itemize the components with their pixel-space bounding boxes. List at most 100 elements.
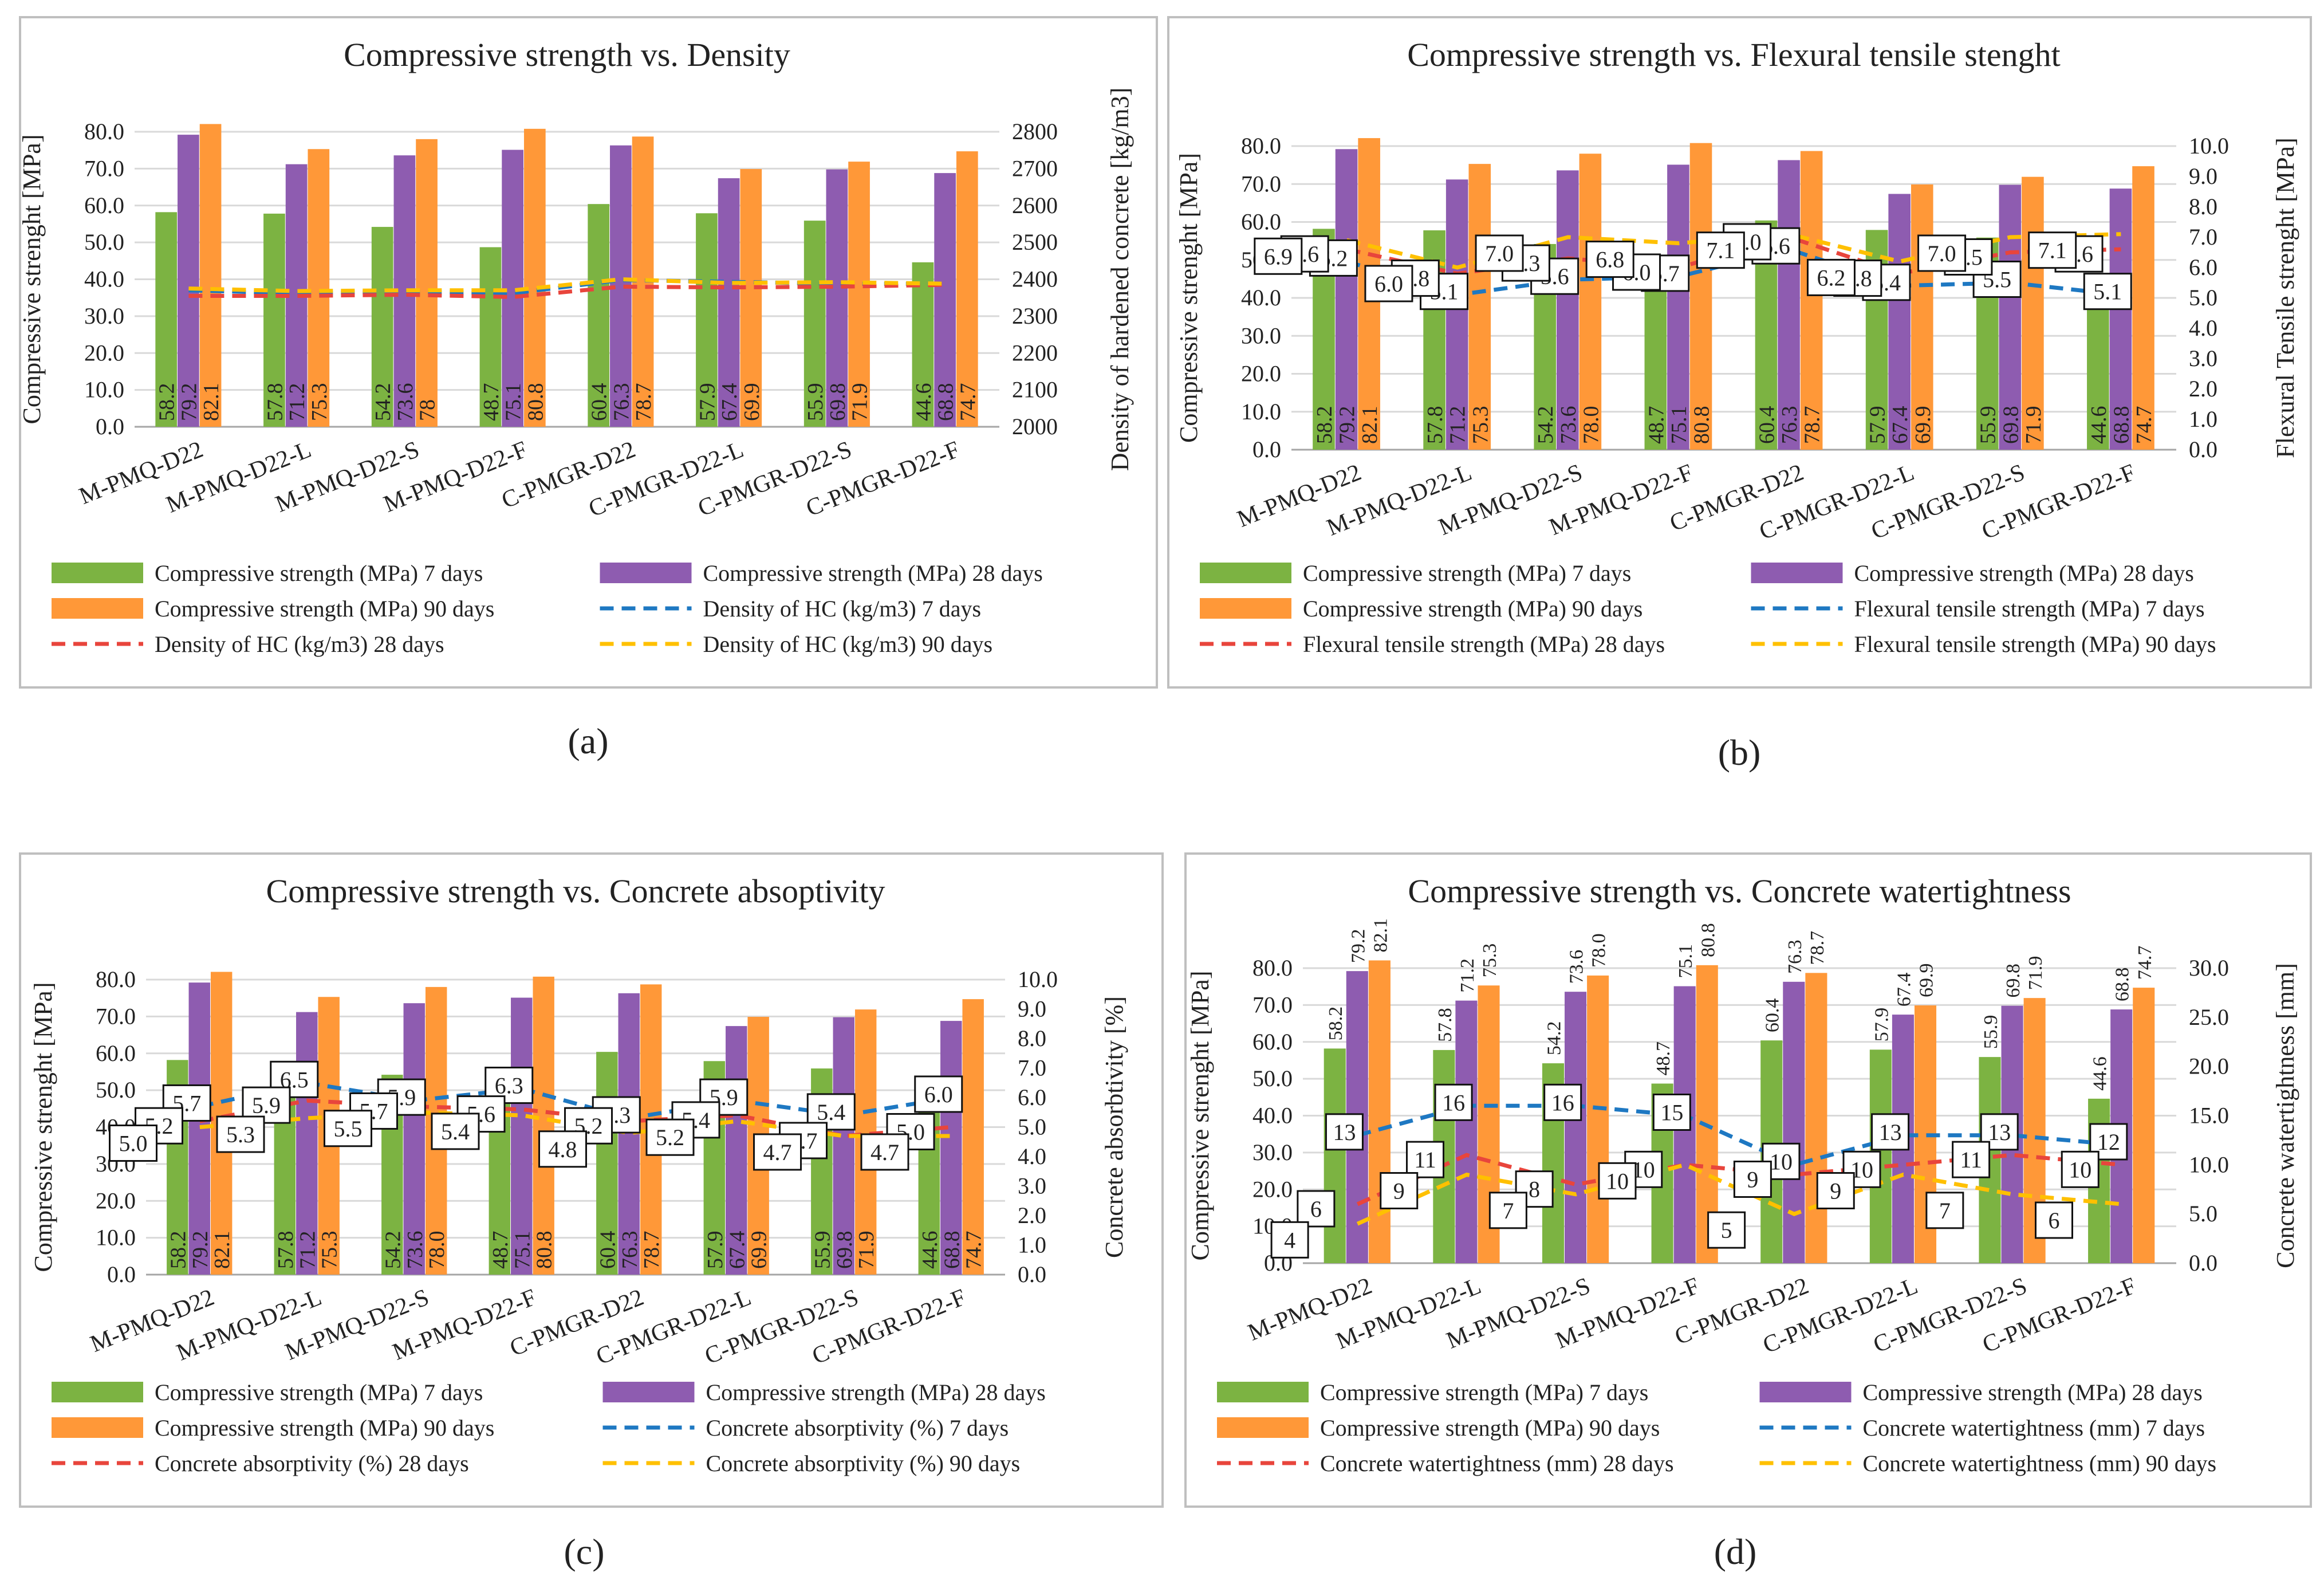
bar-value-label: 79.2 <box>188 1231 212 1269</box>
bar-value-label: 76.3 <box>618 1231 642 1269</box>
bar <box>696 213 718 427</box>
y2-tick-label: 8.0 <box>2189 194 2217 219</box>
y2-tick-label: 7.0 <box>1018 1055 1046 1081</box>
line-value-box <box>753 1133 802 1171</box>
y2-tick-label: 10.0 <box>1018 966 1058 992</box>
bar-value-label: 57.8 <box>263 383 287 422</box>
y2-tick-label: 6.0 <box>1018 1084 1046 1110</box>
bar-value-label: 75.3 <box>318 1231 342 1269</box>
y2-tick-label: 9.0 <box>2189 163 2217 189</box>
legend-label: Concrete watertightness (mm) 90 days <box>1863 1450 2217 1476</box>
line-value-label: 8 <box>1529 1177 1540 1202</box>
y-tick-label: 80.0 <box>96 966 136 992</box>
line-value-box <box>2061 1150 2100 1188</box>
bar <box>740 169 762 427</box>
panel-caption: (c) <box>564 1531 604 1572</box>
bar <box>2133 988 2155 1263</box>
bar-value-label: 58.2 <box>1325 1007 1346 1041</box>
line-value-box <box>216 1115 265 1153</box>
bar-value-label: 75.1 <box>1667 406 1691 445</box>
line-value-labels: 6.25.15.6 5.76.65.4 5.5 5.16.65.86.3 6.07.05… <box>1254 223 2132 310</box>
legend-label: Compressive strength (MPa) 90 days <box>1303 596 1642 622</box>
y2-tick-label: 5.0 <box>1018 1114 1046 1140</box>
y2-tick-label: 5.0 <box>2189 1201 2217 1227</box>
legend-label: Compressive strength (MPa) 28 days <box>1854 560 2194 586</box>
line-value-box <box>1364 265 1413 302</box>
line-value-label: 16 <box>1442 1090 1465 1115</box>
bar-value-label: 48.7 <box>1644 406 1668 445</box>
legend-label: Compressive strength (MPa) 28 days <box>706 1379 1046 1405</box>
bar-value-label: 78 <box>416 399 440 421</box>
bar <box>1888 194 1911 450</box>
legend-label: Compressive strength (MPa) 28 days <box>703 560 1043 586</box>
legend-swatch-bar <box>52 598 143 619</box>
legend-label: Density of HC (kg/m3) 90 days <box>703 631 993 657</box>
panels: Compressive strength vs. Density 0.0 10.0 2… <box>18 16 2312 1572</box>
line-value-box <box>2028 231 2077 269</box>
legend-swatch-bar <box>52 1382 143 1402</box>
legend-label: Compressive strength (MPa) 90 days <box>155 1415 494 1441</box>
y2-tick-label: 8.0 <box>1018 1025 1046 1051</box>
bar <box>833 1017 854 1275</box>
line-value-label: 9 <box>1393 1178 1405 1204</box>
line-value-box <box>109 1125 157 1162</box>
bar-value-label: 57.9 <box>703 1231 727 1269</box>
bar <box>533 976 554 1275</box>
y-axis-title: Compressive strenght [MPa] <box>18 135 46 424</box>
bar-value-label: 55.9 <box>803 383 828 422</box>
y-tick-label: 60.0 <box>96 1040 136 1066</box>
bar-value-label: 75.1 <box>502 383 526 422</box>
bar <box>1445 179 1468 450</box>
bar <box>416 139 438 427</box>
y-tick-label: 80.0 <box>1241 133 1281 159</box>
bar-value-label: 54.2 <box>1534 406 1558 445</box>
legend-label: Flexural tensile strength (MPa) 90 days <box>1854 631 2216 657</box>
bar <box>155 212 178 427</box>
y-tick-label: 20.0 <box>96 1188 136 1213</box>
legend: Compressive strength (MPa) 7 days Compres… <box>52 1379 1046 1476</box>
bar <box>588 204 610 427</box>
bar-value-label: 71.2 <box>1446 406 1470 445</box>
bar-value-label: 48.7 <box>1653 1041 1674 1076</box>
y-tick-label: 0.0 <box>1252 437 1281 462</box>
legend: Compressive strength (MPa) 7 days Compres… <box>1200 560 2216 657</box>
line-value-box <box>645 1118 695 1156</box>
line-value-box <box>162 1084 211 1122</box>
bar <box>199 124 222 427</box>
bar <box>178 135 199 427</box>
line-value-label: 10 <box>2069 1157 2091 1182</box>
bar-value-label: 69.8 <box>1999 406 2023 445</box>
line-value-box <box>1297 1190 1336 1228</box>
line-value-label: 10 <box>1770 1149 1793 1174</box>
line-value-box <box>1871 1113 1910 1151</box>
legend-swatch-bar <box>1200 598 1291 619</box>
bar <box>1579 154 1602 450</box>
bar <box>1324 1048 1346 1263</box>
bar-value-label: 78.7 <box>1801 406 1825 445</box>
legend-swatch-bar <box>52 1417 143 1438</box>
legend-label: Compressive strength (MPa) 90 days <box>155 596 494 622</box>
bar <box>296 1012 318 1275</box>
bar <box>1557 170 1579 450</box>
line-value-label: 6.0 <box>1374 271 1403 297</box>
y-tick-label: 30.0 <box>1252 1139 1293 1165</box>
bar-value-label: 80.8 <box>1690 406 1714 445</box>
bar-value-label: 60.4 <box>1762 999 1783 1033</box>
line-value-label: 6.2 <box>1817 265 1845 290</box>
bar <box>803 221 826 427</box>
bar-value-label: 69.8 <box>2003 964 2024 998</box>
bar-value-label: 69.9 <box>1911 406 1935 445</box>
bar-value-label: 78.7 <box>1807 931 1828 965</box>
bar <box>1778 160 1800 450</box>
bar-value-label: 74.7 <box>2134 946 2156 980</box>
bar-value-label: 82.1 <box>210 1231 234 1269</box>
y2-axis-ticks: 0.0 1.0 2.0 3.0 4.0 5.0 6.0 7.0 8.0 9.0 10.0 <box>1018 966 1058 1287</box>
legend: Compressive strength (MPa) 7 days Compres… <box>52 560 1043 657</box>
bar-value-label: 57.8 <box>1423 406 1447 445</box>
bar-value-label: 58.2 <box>155 383 179 422</box>
y2-tick-label: 5.0 <box>2189 285 2217 310</box>
bar-value-label: 78.0 <box>1579 406 1603 445</box>
panel-caption: (a) <box>568 721 608 761</box>
bar-value-label: 44.6 <box>2090 1056 2111 1091</box>
bar-value-label: 44.6 <box>2087 406 2111 445</box>
